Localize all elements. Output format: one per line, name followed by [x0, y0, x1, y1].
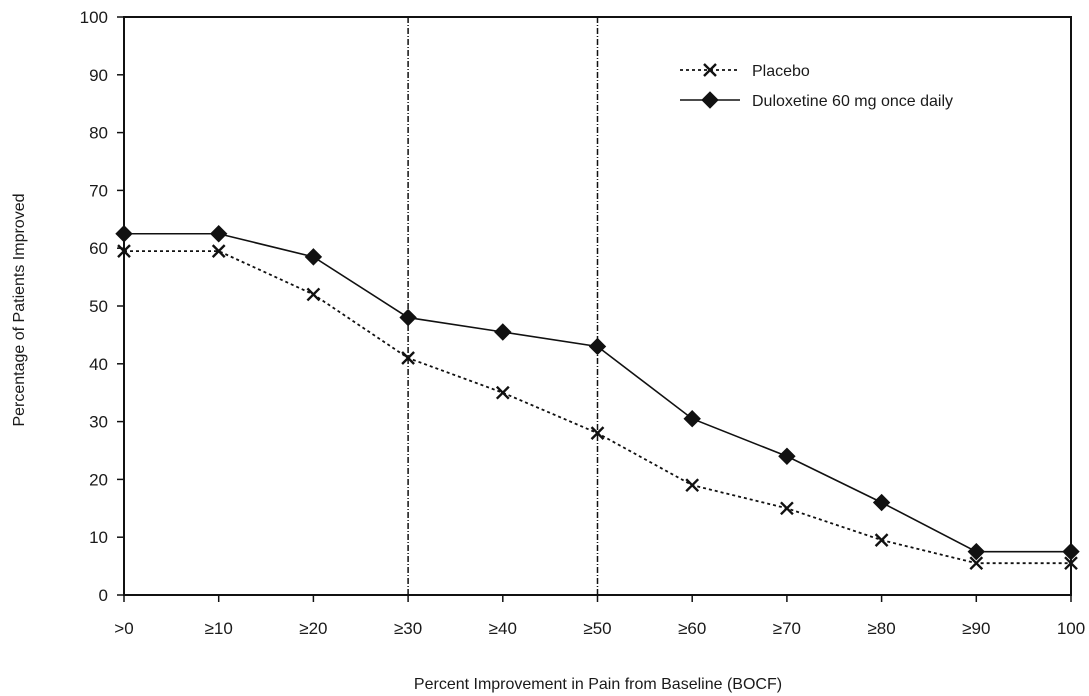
diamond-point: [967, 542, 986, 561]
diamond-point: [588, 337, 607, 356]
x-tick-label: ≥90: [962, 619, 990, 638]
x-axis: >0 ≥10 ≥20 ≥30 ≥40 ≥50 ≥60 ≥70 ≥80 ≥90 100: [114, 595, 1085, 638]
diamond-point: [872, 493, 891, 512]
diamond-point: [399, 308, 417, 327]
y-tick-label: 70: [89, 181, 108, 200]
y-tick-label: 10: [89, 528, 108, 547]
x-marker-stroke: [1064, 556, 1078, 571]
x-point: [495, 385, 510, 400]
y-tick-label: 90: [89, 66, 108, 85]
x-tick-label: ≥60: [678, 619, 706, 638]
y-axis: 0 10 20 30 40 50 60 70 80 90 100: [80, 8, 124, 605]
x-tick-label: ≥80: [867, 619, 895, 638]
x-marker-stroke: [780, 501, 794, 516]
x-marker-stroke: [117, 244, 131, 258]
legend-label: Duloxetine 60 mg once daily: [752, 93, 953, 110]
x-tick-label: ≥50: [583, 619, 611, 638]
diamond-point: [683, 410, 701, 428]
x-point: [1064, 556, 1078, 571]
x-tick-label: ≥10: [205, 619, 233, 638]
diamond-point: [115, 225, 133, 243]
x-tick-label: ≥40: [489, 619, 517, 638]
diamond-point: [209, 225, 228, 243]
x-marker-stroke: [401, 351, 415, 365]
y-tick-label: 20: [89, 470, 108, 489]
series-placebo: [117, 244, 1078, 571]
legend-marker: [703, 63, 717, 77]
x-tick-label: 100: [1057, 619, 1085, 638]
y-tick-label: 40: [89, 355, 108, 374]
diamond-point: [1062, 542, 1080, 561]
y-tick-label: 80: [89, 124, 108, 143]
legend-marker: [701, 91, 719, 109]
x-tick-label: >0: [114, 619, 133, 638]
x-point: [117, 244, 131, 258]
x-marker-stroke: [874, 533, 889, 547]
x-point: [969, 556, 984, 571]
series-duloxetine: [115, 225, 1080, 561]
reference-lines: [407, 17, 599, 595]
x-marker-stroke: [590, 426, 605, 441]
y-tick-label: 30: [89, 413, 108, 432]
diamond-point: [304, 248, 323, 266]
series-layer: [115, 225, 1080, 571]
x-point: [685, 478, 700, 493]
x-point: [211, 244, 226, 258]
x-tick-label: ≥20: [299, 619, 327, 638]
x-point: [306, 287, 321, 302]
y-tick-label: 60: [89, 239, 108, 258]
x-marker-stroke: [685, 478, 700, 493]
x-marker-stroke: [306, 287, 321, 302]
x-marker-stroke: [495, 385, 510, 400]
x-axis-title: Percent Improvement in Pain from Baselin…: [414, 676, 782, 693]
x-point: [590, 426, 605, 441]
y-tick-label: 100: [80, 8, 108, 27]
y-axis-title: Percentage of Patients Improved: [11, 193, 28, 426]
x-marker-stroke: [703, 63, 717, 77]
y-tick-label: 0: [99, 586, 108, 605]
diamond-point: [494, 323, 512, 341]
x-point: [780, 501, 794, 516]
legend: Placebo Duloxetine 60 mg once daily: [680, 63, 953, 110]
x-marker-stroke: [969, 556, 984, 571]
diamond-point: [778, 447, 796, 465]
x-point: [874, 533, 889, 547]
x-tick-label: ≥30: [394, 619, 422, 638]
x-point: [401, 351, 415, 365]
x-marker-stroke: [211, 244, 226, 258]
legend-label: Placebo: [752, 63, 810, 80]
y-tick-label: 50: [89, 297, 108, 316]
x-tick-label: ≥70: [773, 619, 801, 638]
